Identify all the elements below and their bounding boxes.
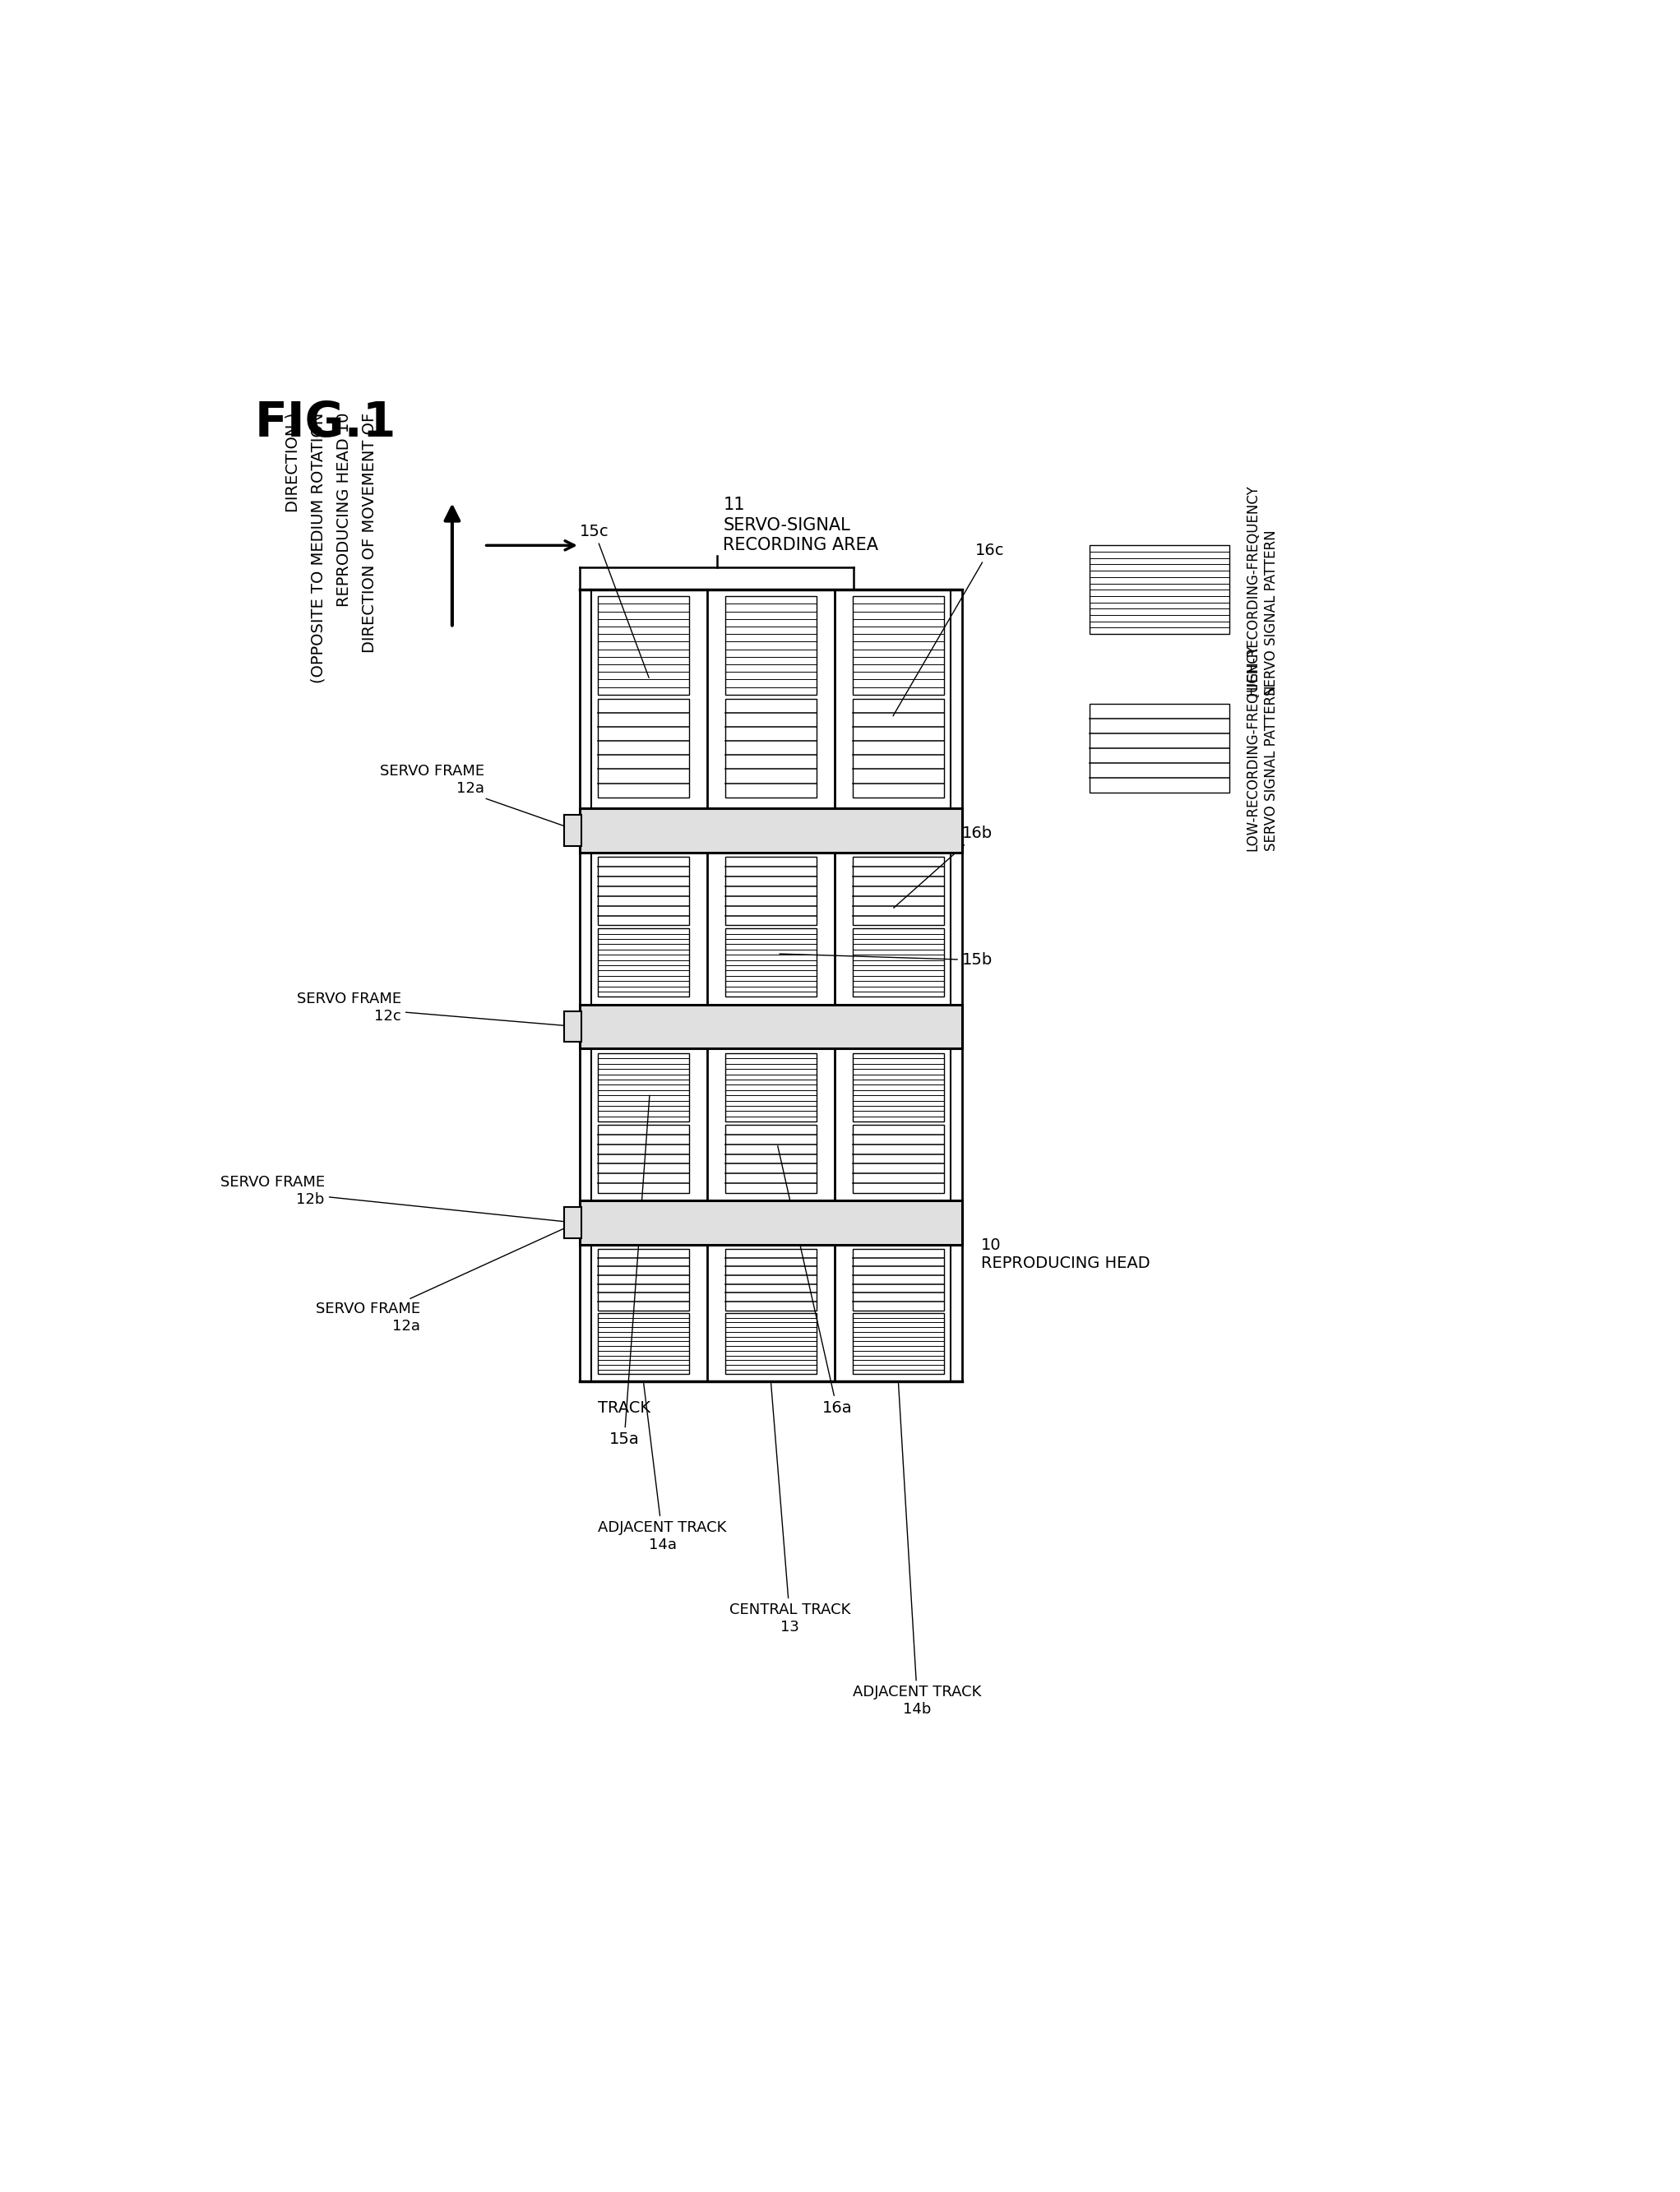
Text: SERVO FRAME
12a: SERVO FRAME 12a bbox=[380, 763, 575, 829]
Text: SERVO FRAME
12a: SERVO FRAME 12a bbox=[316, 1223, 575, 1333]
Bar bbox=[564, 1208, 581, 1238]
Text: 15c: 15c bbox=[580, 524, 648, 677]
Bar bbox=[598, 857, 689, 925]
Text: HIGH-RECORDING-FREQUENCY
SERVO SIGNAL PATTERN: HIGH-RECORDING-FREQUENCY SERVO SIGNAL PA… bbox=[1245, 484, 1278, 695]
Bar bbox=[852, 699, 944, 798]
Text: FIG.1: FIG.1 bbox=[255, 399, 396, 447]
Bar bbox=[598, 1313, 689, 1374]
Bar bbox=[580, 1004, 963, 1048]
Bar bbox=[852, 929, 944, 997]
Text: LOW-RECORDING-FREQUENCY
SERVO SIGNAL PATTERN: LOW-RECORDING-FREQUENCY SERVO SIGNAL PAT… bbox=[1245, 644, 1278, 850]
Text: 16a: 16a bbox=[778, 1146, 852, 1416]
Bar bbox=[726, 1124, 816, 1192]
Text: ADJACENT TRACK
14a: ADJACENT TRACK 14a bbox=[598, 1383, 727, 1552]
Bar bbox=[726, 857, 816, 925]
Bar bbox=[598, 699, 689, 798]
Bar bbox=[580, 1201, 963, 1245]
Text: REPRODUCING HEAD 10: REPRODUCING HEAD 10 bbox=[336, 412, 351, 607]
Bar bbox=[852, 1054, 944, 1122]
Bar bbox=[852, 857, 944, 925]
Bar bbox=[598, 929, 689, 997]
Text: 15a: 15a bbox=[610, 1096, 650, 1447]
Bar bbox=[564, 815, 581, 846]
Text: (OPPOSITE TO MEDIUM ROTATION: (OPPOSITE TO MEDIUM ROTATION bbox=[311, 412, 326, 684]
Bar bbox=[852, 596, 944, 695]
Bar bbox=[726, 1249, 816, 1311]
Bar bbox=[580, 809, 963, 853]
Text: 16c: 16c bbox=[894, 541, 1005, 717]
Text: 15b: 15b bbox=[780, 951, 993, 969]
Text: 10
REPRODUCING HEAD: 10 REPRODUCING HEAD bbox=[981, 1238, 1151, 1271]
Bar bbox=[726, 596, 816, 695]
Bar bbox=[726, 1313, 816, 1374]
Bar bbox=[1089, 704, 1230, 791]
Text: DIRECTION OF MOVEMENT OF: DIRECTION OF MOVEMENT OF bbox=[361, 412, 376, 653]
Bar bbox=[598, 1124, 689, 1192]
Text: TRACK: TRACK bbox=[598, 1401, 650, 1416]
Bar bbox=[852, 1249, 944, 1311]
Text: 16b: 16b bbox=[894, 826, 993, 907]
Bar bbox=[598, 596, 689, 695]
Text: ADJACENT TRACK
14b: ADJACENT TRACK 14b bbox=[853, 1383, 981, 1716]
Bar bbox=[1089, 546, 1230, 633]
Text: CENTRAL TRACK
13: CENTRAL TRACK 13 bbox=[729, 1383, 850, 1635]
Bar bbox=[598, 1054, 689, 1122]
Bar bbox=[726, 929, 816, 997]
Bar bbox=[726, 699, 816, 798]
Bar bbox=[564, 1011, 581, 1041]
Bar bbox=[726, 1054, 816, 1122]
Bar bbox=[852, 1313, 944, 1374]
Text: DIRECTION ): DIRECTION ) bbox=[286, 412, 301, 513]
Text: SERVO FRAME
12b: SERVO FRAME 12b bbox=[220, 1175, 575, 1223]
Text: SERVO FRAME
12c: SERVO FRAME 12c bbox=[297, 991, 575, 1026]
Text: 11
SERVO-SIGNAL
RECORDING AREA: 11 SERVO-SIGNAL RECORDING AREA bbox=[722, 495, 879, 555]
Bar bbox=[598, 1249, 689, 1311]
Bar bbox=[852, 1124, 944, 1192]
